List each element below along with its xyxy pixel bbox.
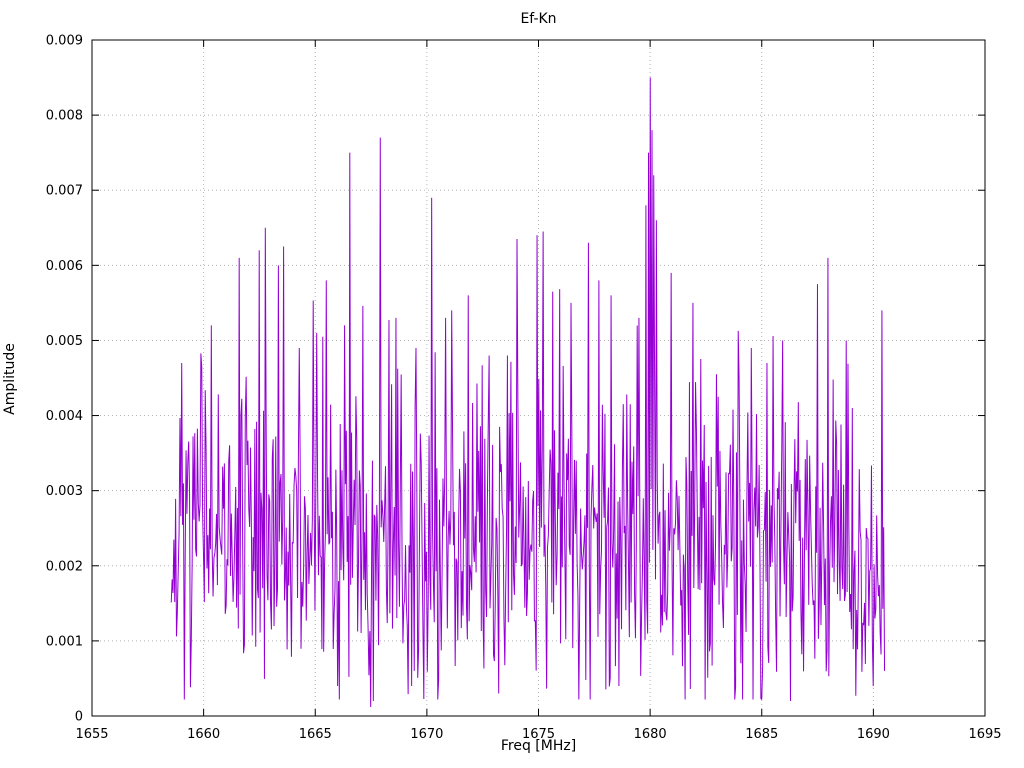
- y-tick-label: 0: [75, 710, 83, 725]
- x-tick-label: 1660: [187, 727, 220, 742]
- y-tick-label: 0.004: [46, 409, 83, 424]
- y-tick-label: 0.005: [46, 334, 83, 349]
- y-tick-label: 0.001: [46, 634, 83, 649]
- x-tick-label: 1655: [75, 727, 108, 742]
- signal-line: [170, 77, 886, 707]
- y-tick-label: 0.007: [46, 184, 83, 199]
- x-tick-label: 1690: [857, 727, 890, 742]
- plot-border: [91, 39, 986, 717]
- x-tick-label: 1680: [634, 727, 667, 742]
- y-tick-label: 0.008: [46, 109, 83, 124]
- x-tick-label: 1675: [522, 727, 555, 742]
- x-tick-label: 1670: [410, 727, 443, 742]
- y-tick-label: 0.009: [46, 34, 83, 49]
- x-tick-label: 1695: [968, 727, 1001, 742]
- x-tick-label: 1685: [745, 727, 778, 742]
- y-tick-label: 0.002: [46, 559, 83, 574]
- x-tick-label: 1665: [299, 727, 332, 742]
- chart-title: Ef-Kn: [520, 11, 557, 27]
- y-tick-label: 0.003: [46, 484, 83, 499]
- x-axis-label: Freq [MHz]: [500, 738, 577, 754]
- y-tick-label: 0.006: [46, 259, 83, 274]
